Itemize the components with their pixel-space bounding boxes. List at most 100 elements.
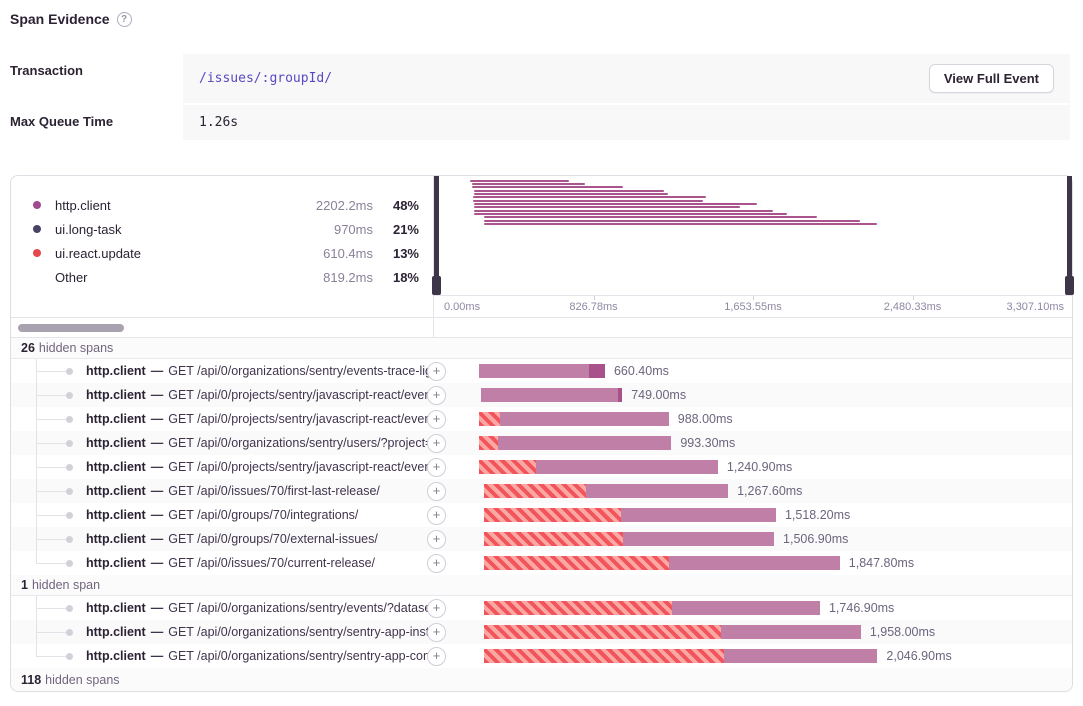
expand-span-button[interactable]: + — [427, 361, 446, 381]
horizontal-scrollbar[interactable] — [18, 324, 124, 332]
expand-span-button[interactable]: + — [427, 598, 446, 618]
span-tree-cell: http.client — GET /api/0/organizations/sen… — [11, 359, 434, 383]
span-duration-cell: 660.40ms — [434, 359, 1072, 383]
span-duration-bar[interactable] — [483, 484, 729, 498]
trace-minimap[interactable]: 0.00ms 826.78ms 1,653.55ms 2,480.33ms 3,307.… — [432, 176, 1074, 317]
max-queue-time-row: Max Queue Time 1.26s — [0, 105, 1083, 140]
span-duration-cell: 1,518.20ms — [434, 503, 1072, 527]
span-duration-bar[interactable] — [483, 556, 840, 570]
span-duration-cell: 1,267.60ms — [434, 479, 1072, 503]
hidden-spans-row[interactable]: 26 hidden spans — [11, 338, 1072, 359]
queue-time-hatch-segment — [478, 412, 500, 426]
hidden-spans-count: 118 — [21, 672, 42, 687]
tree-node-dot-icon — [66, 604, 73, 612]
expand-span-button[interactable]: + — [427, 457, 446, 477]
span-duration-bar[interactable] — [483, 532, 775, 546]
view-full-event-button[interactable]: View Full Event — [928, 64, 1054, 93]
minimap-right-handle[interactable] — [1065, 176, 1074, 295]
span-duration-bar[interactable] — [483, 601, 820, 615]
span-row[interactable]: http.client — GET /api/0/organizations/sen… — [11, 359, 1072, 383]
span-description: http.client — GET /api/0/groups/70/integra… — [86, 503, 434, 527]
span-row[interactable]: http.client — GET /api/0/organizations/sen… — [11, 620, 1072, 644]
span-description: http.client — GET /api/0/organizations/sen… — [86, 644, 434, 668]
span-tree-cell: http.client — GET /api/0/organizations/sen… — [11, 431, 434, 455]
span-duration-bar[interactable] — [483, 649, 878, 663]
span-duration-label: 1,958.00ms — [869, 625, 936, 639]
span-row[interactable]: http.client — GET /api/0/organizations/sen… — [11, 644, 1072, 668]
legend-op-name: Other — [55, 269, 88, 285]
span-row[interactable]: http.client — GET /api/0/projects/sentry/j… — [11, 455, 1072, 479]
span-duration-cell: 1,746.90ms — [434, 596, 1072, 620]
expand-span-button[interactable]: + — [427, 409, 446, 429]
span-row[interactable]: http.client — GET /api/0/organizations/sen… — [11, 596, 1072, 620]
span-duration-cell: 1,506.90ms — [434, 527, 1072, 551]
bar-dark-segment — [588, 364, 605, 378]
span-duration-bar[interactable] — [483, 625, 861, 639]
span-separator: — — [150, 625, 164, 639]
tree-node-dot-icon — [66, 511, 73, 519]
span-row[interactable]: http.client — GET /api/0/issues/70/first-l… — [11, 479, 1072, 503]
span-row[interactable]: http.client — GET /api/0/issues/70/current… — [11, 551, 1072, 575]
legend-op-name: http.client — [55, 197, 111, 213]
tree-node-dot-icon — [66, 439, 73, 447]
minimap-span-bar — [472, 199, 704, 202]
expand-span-button[interactable]: + — [427, 433, 446, 453]
span-row[interactable]: http.client — GET /api/0/groups/70/integra… — [11, 503, 1072, 527]
minimap-span-bar — [474, 189, 664, 192]
span-row[interactable]: http.client — GET /api/0/groups/70/externa… — [11, 527, 1072, 551]
expand-span-button[interactable]: + — [427, 481, 446, 501]
expand-span-button[interactable]: + — [427, 622, 446, 642]
tree-node-dot-icon — [66, 652, 73, 660]
expand-span-button[interactable]: + — [427, 505, 446, 525]
span-separator: — — [150, 388, 164, 402]
span-row[interactable]: http.client — GET /api/0/projects/sentry/j… — [11, 407, 1072, 431]
minimap-bars — [434, 176, 1072, 295]
span-description: http.client — GET /api/0/organizations/sen… — [86, 431, 434, 455]
expand-span-button[interactable]: + — [427, 529, 446, 549]
minimap-axis: 0.00ms 826.78ms 1,653.55ms 2,480.33ms 3,307.… — [434, 295, 1072, 317]
minimap-span-bar — [483, 219, 860, 222]
minimap-span-bar — [472, 196, 707, 199]
hidden-spans-label: hidden spans — [38, 341, 114, 355]
span-duration-label: 1,267.60ms — [737, 484, 803, 498]
span-duration-label: 988.00ms — [677, 412, 733, 426]
span-duration-label: 1,847.80ms — [848, 556, 915, 570]
span-duration-bar[interactable] — [478, 436, 672, 450]
legend-percentage: 13% — [392, 245, 419, 261]
span-description: http.client — GET /api/0/projects/sentry/j… — [86, 455, 434, 479]
span-duration-label: 993.30ms — [680, 436, 736, 450]
queue-time-hatch-segment — [483, 508, 622, 522]
span-row[interactable]: http.client — GET /api/0/projects/sentry/j… — [11, 383, 1072, 407]
span-row[interactable]: http.client — GET /api/0/organizations/sen… — [11, 431, 1072, 455]
span-duration-cell: 1,847.80ms — [434, 551, 1072, 575]
hidden-spans-row[interactable]: 118 hidden spans — [11, 668, 1072, 691]
minimap-left-handle[interactable] — [432, 176, 441, 295]
span-tree-cell: http.client — GET /api/0/projects/sentry/j… — [11, 383, 434, 407]
span-duration-bar[interactable] — [478, 412, 669, 426]
span-url: GET /api/0/issues/70/current-release/ — [168, 556, 376, 570]
span-duration-cell: 1,958.00ms — [434, 620, 1072, 644]
span-separator: — — [150, 364, 164, 378]
transaction-value[interactable]: /issues/:groupId/ — [199, 71, 333, 86]
legend-item: Other 819.2ms 18% — [33, 265, 419, 289]
expand-span-button[interactable]: + — [427, 385, 446, 405]
legend-percentage: 18% — [392, 269, 419, 285]
question-circle-icon[interactable]: ? — [116, 11, 132, 27]
queue-time-hatch-segment — [478, 460, 537, 474]
hidden-spans-count: 1 — [21, 578, 28, 592]
span-op: http.client — [86, 412, 146, 426]
span-duration-bar[interactable] — [478, 460, 718, 474]
span-description: http.client — GET /api/0/issues/70/current… — [86, 551, 434, 575]
expand-span-button[interactable]: + — [427, 553, 446, 573]
max-queue-time-value: 1.26s — [199, 115, 239, 130]
axis-tick-label: 826.78ms — [569, 301, 618, 313]
span-op: http.client — [86, 508, 146, 522]
hidden-spans-row[interactable]: 1 hidden span — [11, 575, 1072, 596]
span-duration-bar[interactable] — [478, 364, 605, 378]
span-duration-bar[interactable] — [483, 508, 776, 522]
legend-duration: 2202.2ms — [315, 197, 373, 213]
expand-span-button[interactable]: + — [427, 646, 446, 666]
span-duration-bar[interactable] — [480, 388, 623, 402]
queue-time-hatch-segment — [483, 532, 624, 546]
span-url: GET /api/0/issues/70/first-last-release/ — [168, 484, 380, 498]
